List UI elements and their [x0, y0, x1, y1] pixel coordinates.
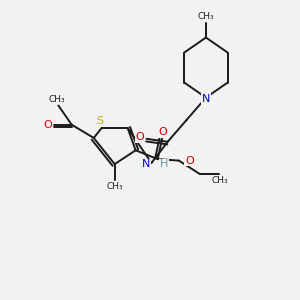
- Text: CH₃: CH₃: [106, 182, 123, 191]
- Text: O: O: [185, 156, 194, 166]
- Text: S: S: [97, 116, 104, 126]
- Text: CH₃: CH₃: [212, 176, 228, 185]
- Text: N: N: [202, 94, 210, 104]
- Text: H: H: [160, 159, 168, 170]
- Text: CH₃: CH₃: [198, 12, 214, 21]
- Text: N: N: [142, 159, 150, 170]
- Text: CH₃: CH₃: [49, 94, 65, 103]
- Text: O: O: [158, 127, 167, 137]
- Text: O: O: [43, 120, 52, 130]
- Text: O: O: [136, 132, 144, 142]
